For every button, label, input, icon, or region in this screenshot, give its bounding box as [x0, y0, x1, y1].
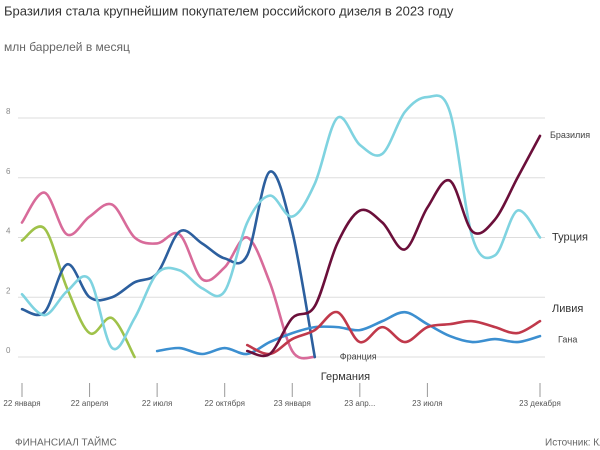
x-tick-label: 23 декабря: [519, 399, 561, 408]
x-tick-label: 23 апр...: [344, 399, 375, 408]
series-label: Турция: [552, 231, 588, 243]
chart-title: Бразилия стала крупнейшим покупателем ро…: [4, 3, 454, 18]
y-tick-label: 0: [6, 346, 11, 355]
x-tick-label: 23 июля: [412, 399, 442, 408]
x-tick-label: 23 января: [274, 399, 311, 408]
footer-source: Источник: Клле: [545, 438, 600, 449]
series-line: [155, 310, 542, 356]
x-tick-label: 22 октября: [204, 399, 244, 408]
x-tick-label: 22 июля: [142, 399, 172, 408]
series-label: Германия: [321, 371, 370, 383]
series-line: [20, 225, 136, 359]
series-label: Гана: [558, 334, 577, 344]
y-tick-label: 6: [6, 167, 11, 176]
series-label: Франция: [340, 351, 377, 361]
series-label: Бразилия: [550, 130, 590, 140]
series-line: [20, 94, 542, 351]
y-tick-label: 2: [6, 286, 11, 295]
series-line: [245, 310, 542, 356]
x-tick-label: 22 января: [3, 399, 40, 408]
y-tick-label: 8: [6, 107, 11, 116]
series-line: [20, 170, 317, 359]
chart-subtitle: млн баррелей в месяц: [4, 40, 130, 54]
y-tick-label: 4: [6, 227, 11, 236]
x-tick-label: 22 апреля: [71, 399, 109, 408]
series-label: Ливия: [552, 303, 583, 315]
series-line: [20, 191, 317, 360]
footer-brand: ФИНАНСИАЛ ТАЙМС: [15, 436, 117, 449]
series-line: [245, 134, 542, 358]
